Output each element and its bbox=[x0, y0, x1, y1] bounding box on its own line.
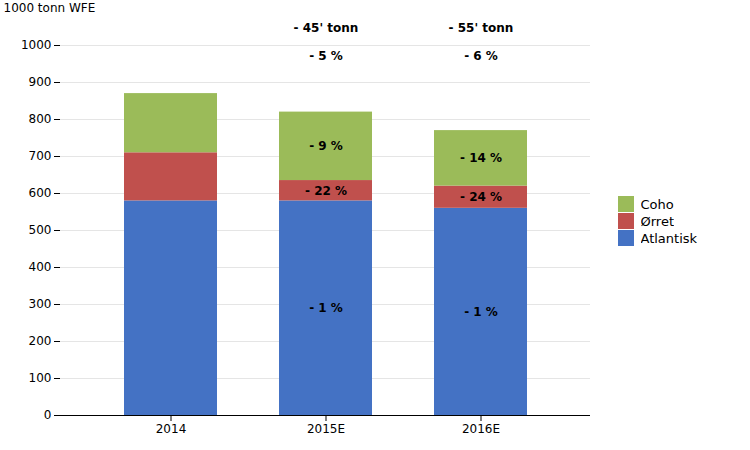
svg-text:1000: 1000 bbox=[21, 38, 52, 52]
svg-text:500: 500 bbox=[29, 223, 52, 237]
svg-text:600: 600 bbox=[29, 186, 52, 200]
svg-text:200: 200 bbox=[29, 334, 52, 348]
html-text:Coho: Coho bbox=[640, 196, 674, 212]
svg-text:- 14 %: - 14 % bbox=[460, 151, 502, 165]
svg-text:- 55' tonn: - 55' tonn bbox=[449, 21, 514, 35]
svg-text:- 24 %: - 24 % bbox=[460, 190, 502, 204]
svg-text:100: 100 bbox=[29, 371, 52, 385]
svg-text:1000 tonn WFE: 1000 tonn WFE bbox=[4, 1, 96, 15]
svg-text:2016E: 2016E bbox=[462, 422, 500, 436]
svg-text:- 45' tonn: - 45' tonn bbox=[294, 21, 359, 35]
svg-text:2015E: 2015E bbox=[307, 422, 345, 436]
svg-text:- 9 %: - 9 % bbox=[309, 139, 343, 153]
html-text:Atlantisk: Atlantisk bbox=[640, 230, 698, 246]
svg-text:700: 700 bbox=[29, 149, 52, 163]
svg-text:0: 0 bbox=[44, 408, 52, 422]
svg-text:900: 900 bbox=[29, 75, 52, 89]
svg-text:- 6 %: - 6 % bbox=[464, 49, 498, 63]
html-text:Ørret: Ørret bbox=[640, 213, 674, 229]
svg-text:- 1 %: - 1 % bbox=[309, 301, 343, 315]
svg-text:- 22 %: - 22 % bbox=[305, 184, 347, 198]
svg-text:- 1 %: - 1 % bbox=[464, 305, 498, 319]
svg-text:- 5 %: - 5 % bbox=[309, 49, 343, 63]
svg-text:800: 800 bbox=[29, 112, 52, 126]
svg-text:2014: 2014 bbox=[156, 422, 187, 436]
svg-text:300: 300 bbox=[29, 297, 52, 311]
svg-text:400: 400 bbox=[29, 260, 52, 274]
